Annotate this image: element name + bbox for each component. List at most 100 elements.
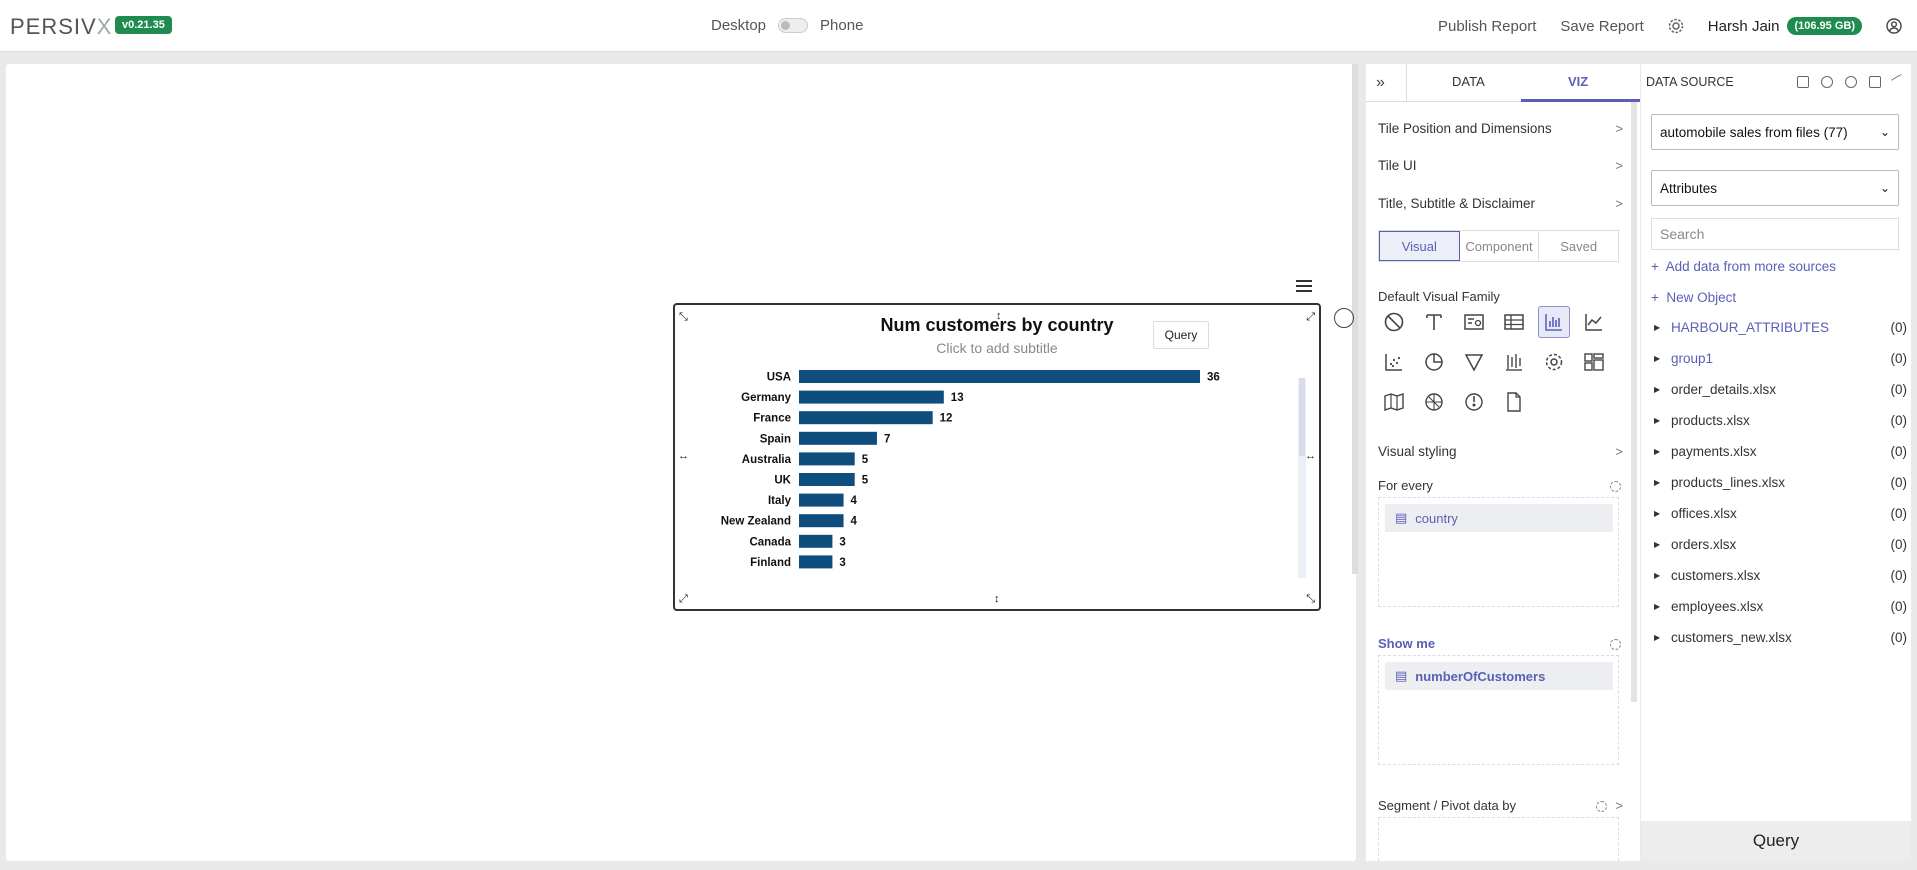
reset-icon[interactable] — [1610, 481, 1621, 492]
resize-e-icon[interactable]: ↔ — [1305, 450, 1316, 462]
tile-position-section[interactable]: Tile Position and Dimensions > — [1378, 121, 1623, 136]
scatter-icon[interactable] — [1378, 346, 1410, 378]
measure-pill[interactable]: ▤ numberOfCustomers — [1385, 662, 1613, 690]
bar[interactable] — [799, 411, 933, 425]
query-button[interactable]: Query — [1641, 821, 1911, 861]
candlestick-icon[interactable] — [1498, 346, 1530, 378]
layout-grid-icon[interactable] — [1578, 346, 1610, 378]
gauge-icon[interactable] — [1458, 386, 1490, 418]
expand-triangle-icon[interactable]: ▶ — [1654, 633, 1661, 642]
reload-icon[interactable] — [1821, 76, 1833, 88]
pie-chart-icon[interactable] — [1418, 346, 1450, 378]
new-object-link[interactable]: + New Object — [1651, 290, 1737, 305]
expand-triangle-icon[interactable]: ▶ — [1654, 540, 1661, 549]
expand-triangle-icon[interactable]: ▶ — [1654, 323, 1661, 332]
expand-triangle-icon[interactable]: ▶ — [1654, 602, 1661, 611]
chart-subtitle[interactable]: Click to add subtitle — [936, 340, 1058, 356]
collapse-panel-icon[interactable]: » — [1376, 74, 1385, 91]
tab-visual[interactable]: Visual — [1379, 231, 1460, 261]
tile-query-button[interactable]: Query — [1153, 321, 1209, 349]
expand-triangle-icon[interactable]: ▶ — [1654, 416, 1661, 425]
list-item[interactable]: ▶ order_details.xlsx (0) — [1651, 382, 1907, 402]
list-item[interactable]: ▶ customers_new.xlsx (0) — [1651, 630, 1907, 650]
expand-triangle-icon[interactable]: ▶ — [1654, 385, 1661, 394]
chart-title[interactable]: Num customers by country — [880, 315, 1114, 335]
dimension-pill[interactable]: ▤ country — [1385, 504, 1613, 532]
panel-scrollbar[interactable] — [1631, 102, 1637, 702]
map-icon[interactable] — [1378, 386, 1410, 418]
account-icon[interactable] — [1886, 18, 1902, 34]
file-icon[interactable] — [1498, 386, 1530, 418]
resize-w-icon[interactable]: ↔ — [678, 450, 689, 462]
bar[interactable] — [799, 514, 844, 528]
kpi-card-icon[interactable] — [1458, 306, 1490, 338]
chart-tile[interactable]: Num customers by country Click to add su… — [673, 303, 1321, 611]
tab-component[interactable]: Component — [1460, 231, 1540, 261]
canvas-scrollbar[interactable] — [1352, 64, 1358, 574]
segment-pivot-section[interactable]: Segment / Pivot data by > — [1378, 798, 1623, 813]
save-report-button[interactable]: Save Report — [1560, 17, 1644, 35]
show-me-dropzone[interactable]: ▤ numberOfCustomers — [1378, 655, 1619, 765]
radar-icon[interactable] — [1418, 386, 1450, 418]
settings-icon[interactable] — [1668, 18, 1684, 34]
tab-saved[interactable]: Saved — [1560, 238, 1598, 254]
bar[interactable] — [799, 452, 855, 466]
mode-toggle[interactable] — [778, 18, 809, 33]
list-item[interactable]: ▶ customers.xlsx (0) — [1651, 568, 1907, 588]
resize-se-icon[interactable]: ⤡ — [1306, 593, 1315, 605]
line-chart-icon[interactable] — [1578, 306, 1610, 338]
tile-menu-icon[interactable] — [1296, 280, 1312, 294]
tools-icon[interactable] — [1890, 73, 1908, 91]
for-every-dropzone[interactable]: ▤ country — [1378, 497, 1619, 607]
resize-nw-icon[interactable]: ⤡ — [679, 311, 688, 323]
settings-icon[interactable] — [1538, 346, 1570, 378]
source-select[interactable]: automobile sales from files (77) ⌄ — [1651, 114, 1899, 150]
bar[interactable] — [799, 555, 833, 569]
bar[interactable] — [799, 534, 833, 548]
bar[interactable] — [799, 370, 1200, 383]
list-item[interactable]: ▶ offices.xlsx (0) — [1651, 506, 1907, 526]
object-type-select[interactable]: Attributes ⌄ — [1651, 170, 1899, 206]
publish-report-button[interactable]: Publish Report — [1437, 17, 1537, 35]
list-item[interactable]: ▶ products.xlsx (0) — [1651, 413, 1907, 433]
tab-data[interactable]: DATA — [1452, 74, 1485, 89]
expand-triangle-icon[interactable]: ▶ — [1654, 571, 1661, 580]
bar[interactable] — [799, 431, 877, 445]
funnel-icon[interactable] — [1458, 346, 1490, 378]
tile-ui-section[interactable]: Tile UI > — [1378, 158, 1623, 173]
resize-s-icon[interactable]: ↕ — [994, 593, 1000, 605]
visual-styling-section[interactable]: Visual styling > — [1378, 444, 1623, 459]
list-item[interactable]: ▶ employees.xlsx (0) — [1651, 599, 1907, 619]
list-item[interactable]: ▶ group1 (0) — [1651, 351, 1907, 371]
resize-ne-icon[interactable]: ⤢ — [1306, 311, 1315, 323]
list-item[interactable]: ▶ HARBOUR_ATTRIBUTES (0) — [1651, 320, 1907, 340]
bar-chart-icon[interactable] — [1538, 306, 1570, 338]
tile-scrollbar[interactable] — [1298, 378, 1306, 578]
resize-n-icon[interactable]: ↕ — [996, 310, 1002, 322]
bar[interactable] — [799, 493, 844, 507]
resize-sw-icon[interactable]: ⤢ — [679, 593, 688, 605]
add-data-link[interactable]: + Add data from more sources — [1651, 259, 1836, 274]
reset-icon[interactable] — [1596, 801, 1607, 812]
segment-dropzone[interactable] — [1378, 817, 1619, 861]
text-icon[interactable] — [1418, 306, 1450, 338]
expand-triangle-icon[interactable]: ▶ — [1654, 354, 1661, 363]
bar[interactable] — [799, 473, 855, 486]
table-icon[interactable] — [1498, 306, 1530, 338]
tile-filter-icon[interactable] — [1334, 308, 1354, 328]
sync-icon[interactable] — [1845, 76, 1857, 88]
search-input[interactable]: Search — [1651, 218, 1899, 250]
list-item[interactable]: ▶ payments.xlsx (0) — [1651, 444, 1907, 464]
list-item[interactable]: ▶ orders.xlsx (0) — [1651, 537, 1907, 557]
none-icon[interactable] — [1378, 306, 1410, 338]
user-menu[interactable]: Harsh Jain (106.95 GB) — [1708, 17, 1862, 35]
logo[interactable]: PERSIVX — [10, 14, 113, 39]
expand-triangle-icon[interactable]: ▶ — [1654, 447, 1661, 456]
edit-icon[interactable] — [1797, 76, 1809, 88]
document-icon[interactable] — [1869, 76, 1881, 88]
tab-viz[interactable]: VIZ — [1568, 74, 1589, 89]
bar[interactable] — [799, 390, 944, 404]
list-item[interactable]: ▶ products_lines.xlsx (0) — [1651, 475, 1907, 495]
title-subtitle-section[interactable]: Title, Subtitle & Disclaimer > — [1378, 196, 1623, 211]
expand-triangle-icon[interactable]: ▶ — [1654, 509, 1661, 518]
